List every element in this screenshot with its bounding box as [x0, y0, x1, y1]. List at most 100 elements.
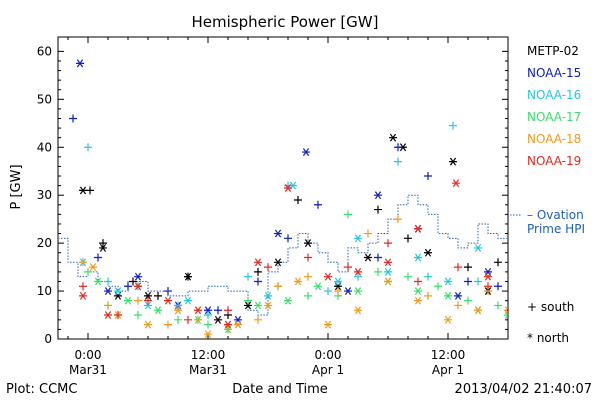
data-point-south — [424, 291, 432, 300]
data-point-north — [474, 243, 482, 252]
data-point-south — [224, 325, 232, 334]
data-point-south — [84, 267, 92, 276]
ovation-legend-label: Prime HPI — [527, 222, 585, 236]
data-point-south — [184, 315, 192, 324]
marker-legend-south: + south — [527, 300, 574, 314]
data-point-north — [509, 158, 517, 165]
data-point-south — [304, 253, 312, 262]
data-point-north — [234, 315, 242, 324]
ovation-hpi-line — [59, 194, 507, 316]
legend-entry-metp-02: METP-02 — [527, 44, 579, 58]
data-point-south — [474, 277, 482, 286]
data-point-south — [174, 315, 182, 324]
data-point-south — [594, 306, 600, 314]
x-tick-time-label: 0:00 — [75, 348, 102, 362]
data-point-north — [424, 248, 432, 257]
data-point-south — [374, 267, 382, 276]
data-point-north — [544, 278, 552, 285]
data-point-south — [324, 287, 332, 296]
data-point-north — [334, 277, 342, 286]
data-point-south — [554, 292, 562, 300]
data-point-south — [314, 200, 322, 209]
data-point-south — [164, 320, 172, 329]
data-point-north — [484, 272, 492, 281]
data-point-south — [86, 186, 94, 195]
data-point-north — [194, 306, 202, 315]
data-point-south — [244, 296, 252, 305]
data-point-south — [511, 184, 519, 192]
data-point-north — [594, 297, 600, 304]
data-point-south — [544, 277, 552, 285]
data-point-south — [454, 301, 462, 310]
data-point-north — [304, 239, 312, 248]
data-point-north — [389, 133, 397, 142]
data-point-north — [214, 315, 222, 324]
y-tick-label: 60 — [37, 44, 52, 58]
data-point-south — [404, 234, 412, 243]
data-point-north — [554, 254, 562, 261]
data-point-north — [284, 296, 292, 305]
data-point-north — [254, 258, 262, 267]
data-point-south — [514, 297, 522, 305]
legend-entry-noaa-19: NOAA-19 — [527, 154, 581, 168]
data-point-south — [464, 296, 472, 305]
data-point-south — [164, 287, 172, 296]
data-point-south — [374, 253, 382, 262]
data-point-south — [134, 296, 142, 305]
data-point-north — [449, 157, 457, 166]
legend: METP-02 NOAA-15 NOAA-16 NOAA-17 NOAA-18 NOAA-… — [510, 44, 585, 345]
data-point-north — [114, 291, 122, 300]
data-point-south — [334, 287, 342, 296]
data-point-south — [344, 210, 352, 219]
data-point-south — [144, 296, 152, 305]
data-point-south — [204, 311, 212, 320]
data-point-north — [584, 311, 592, 318]
data-point-south — [374, 205, 382, 214]
data-point-south — [154, 291, 162, 300]
data-point-south — [129, 277, 137, 286]
data-point-south — [394, 215, 402, 224]
data-point-north — [444, 277, 452, 286]
data-point-north — [354, 234, 362, 243]
data-point-south — [274, 282, 282, 291]
legend-entry-noaa-17: NOAA-17 — [527, 110, 581, 124]
data-point-north — [414, 253, 422, 262]
data-point-south — [174, 301, 182, 310]
data-point-north — [414, 224, 422, 233]
data-point-south — [434, 282, 442, 291]
data-point-south — [224, 306, 232, 315]
data-point-north — [344, 287, 352, 296]
data-point-north — [114, 287, 122, 296]
data-point-south — [454, 263, 462, 272]
data-point-south — [264, 263, 272, 272]
data-point-north — [204, 330, 212, 338]
data-point-north — [584, 321, 592, 328]
data-point-north — [374, 191, 382, 200]
data-point-north — [484, 267, 492, 276]
data-point-south — [574, 273, 582, 281]
data-point-south — [104, 301, 112, 310]
series-noaa-15 — [69, 59, 600, 324]
data-point-south — [304, 272, 312, 281]
legend-entry-noaa-16: NOAA-16 — [527, 88, 581, 102]
data-point-north — [234, 320, 242, 329]
data-point-south — [94, 253, 102, 262]
data-point-north — [384, 277, 392, 286]
data-point-north — [414, 296, 422, 305]
data-point-south — [554, 277, 562, 285]
data-point-south — [594, 306, 600, 314]
data-point-north — [184, 272, 192, 281]
data-point-south — [494, 301, 502, 310]
marker-legend-north: * north — [527, 331, 569, 345]
data-point-north — [294, 277, 302, 286]
data-point-south — [494, 282, 502, 291]
data-point-north — [104, 311, 112, 319]
data-point-north — [274, 229, 282, 238]
chart-title: Hemispheric Power [GW] — [192, 13, 379, 31]
data-point-south — [244, 272, 252, 281]
data-point-north — [174, 306, 182, 315]
data-point-south — [194, 315, 202, 324]
data-point-north — [144, 320, 152, 329]
data-point-north — [274, 258, 282, 267]
